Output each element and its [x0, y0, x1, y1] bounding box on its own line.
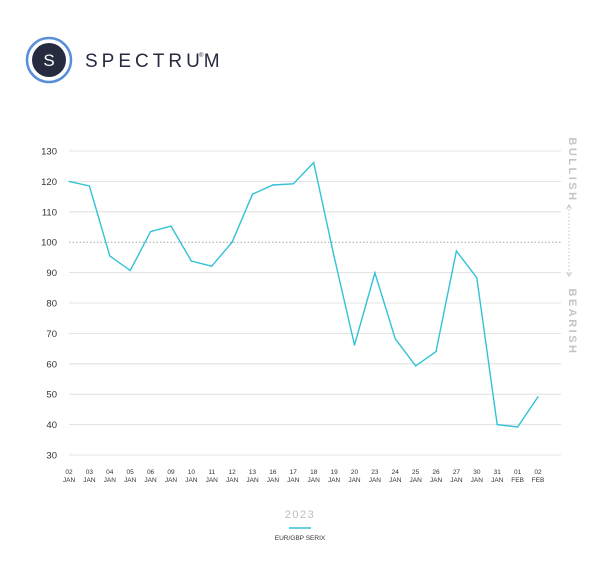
x-tick-day: 11: [208, 469, 215, 476]
data-point: [272, 184, 274, 186]
sentiment-arrow: [566, 204, 572, 277]
y-tick-label: 130: [41, 147, 57, 158]
x-tick-month: JAN: [328, 477, 341, 484]
legend-series-name: EUR/GBP SERIX: [275, 535, 326, 542]
data-point: [170, 225, 172, 227]
year-label: 2023: [285, 509, 315, 521]
x-tick-day: 25: [412, 469, 420, 476]
y-tick-label: 60: [46, 359, 57, 370]
bullish-label: BULLISH: [566, 137, 578, 202]
data-point: [455, 250, 458, 252]
data-point: [537, 396, 539, 398]
x-tick-month: JAN: [185, 477, 198, 484]
x-tick-day: 20: [351, 469, 359, 476]
data-point: [353, 344, 356, 346]
data-point: [496, 423, 498, 426]
spectrum-logo-icon: S: [25, 36, 73, 84]
x-tick-day: 30: [473, 469, 481, 476]
x-tick-month: JAN: [348, 477, 361, 484]
x-tick-month: JAN: [246, 477, 259, 484]
brand-name: SPECTRUM: [85, 51, 224, 72]
series-line: [68, 161, 539, 428]
x-tick-day: 13: [249, 469, 257, 476]
y-tick-label: 100: [41, 238, 57, 249]
grid-lines: [69, 150, 561, 456]
data-point: [88, 185, 91, 187]
spectrum-logo: S SPECTRUM ®: [25, 36, 224, 84]
data-point: [374, 272, 376, 274]
x-tick-day: 02: [65, 469, 73, 476]
x-tick-month: JAN: [369, 477, 382, 484]
data-point: [190, 260, 192, 262]
x-tick-month: JAN: [410, 477, 423, 484]
x-tick-month: JAN: [124, 477, 137, 484]
y-axis-ticks: 130 120 110 100 90 80 70 60 50 40 30: [41, 147, 57, 462]
x-tick-month: JAN: [308, 477, 321, 484]
x-tick-month: FEB: [532, 477, 545, 484]
series-line-layer: [68, 161, 539, 428]
x-tick-month: JAN: [471, 477, 484, 484]
data-point: [333, 255, 335, 258]
data-point: [313, 161, 315, 164]
data-point: [109, 255, 111, 257]
y-tick-label: 70: [46, 329, 57, 340]
x-axis-ticks: 02JAN03JAN04JAN05JAN06JAN09JAN10JAN11JAN…: [63, 469, 544, 484]
y-tick-label: 40: [46, 420, 57, 431]
x-tick-day: 09: [167, 469, 175, 476]
data-point: [435, 350, 437, 353]
data-point: [68, 180, 70, 183]
x-tick-day: 10: [188, 469, 196, 476]
data-point: [211, 265, 213, 267]
x-tick-month: JAN: [206, 477, 219, 484]
x-tick-day: 01: [514, 469, 522, 476]
x-tick-month: JAN: [226, 477, 239, 484]
data-point: [415, 365, 417, 367]
y-tick-label: 30: [46, 451, 57, 462]
data-point: [231, 241, 233, 243]
x-tick-day: 05: [127, 469, 135, 476]
x-tick-month: FEB: [511, 477, 524, 484]
data-point: [394, 338, 396, 340]
x-tick-day: 06: [147, 469, 155, 476]
x-tick-month: JAN: [63, 477, 76, 484]
data-point: [129, 269, 131, 272]
y-tick-label: 80: [46, 299, 57, 310]
y-tick-label: 90: [46, 268, 57, 279]
x-tick-month: JAN: [491, 477, 504, 484]
x-tick-day: 16: [269, 469, 277, 476]
x-tick-day: 26: [432, 469, 440, 476]
x-tick-month: JAN: [83, 477, 96, 484]
data-point: [476, 277, 478, 279]
x-tick-month: JAN: [165, 477, 178, 484]
x-tick-month: JAN: [287, 477, 300, 484]
y-tick-label: 50: [46, 390, 57, 401]
x-tick-month: JAN: [430, 477, 443, 484]
y-tick-label: 120: [41, 177, 57, 188]
data-point: [516, 426, 519, 428]
brand-reg-mark: ®: [199, 52, 204, 59]
x-tick-day: 31: [494, 469, 502, 476]
x-tick-day: 24: [392, 469, 400, 476]
x-tick-month: JAN: [267, 477, 280, 484]
bearish-label: BEARISH: [566, 288, 578, 355]
data-point: [149, 230, 152, 233]
x-tick-month: JAN: [450, 477, 463, 484]
x-tick-day: 04: [106, 469, 114, 476]
x-tick-month: JAN: [144, 477, 157, 484]
data-point: [251, 193, 254, 195]
x-tick-day: 19: [330, 469, 338, 476]
x-tick-day: 03: [86, 469, 94, 476]
x-tick-day: 18: [310, 469, 318, 476]
y-tick-label: 110: [42, 207, 57, 218]
x-tick-day: 12: [229, 469, 237, 476]
x-tick-day: 17: [290, 469, 298, 476]
logo-letter: S: [43, 51, 54, 70]
x-tick-day: 27: [453, 469, 461, 476]
x-tick-day: 02: [534, 469, 542, 476]
x-tick-month: JAN: [389, 477, 402, 484]
x-tick-month: JAN: [104, 477, 117, 484]
data-point: [292, 183, 294, 185]
x-tick-day: 23: [371, 469, 379, 476]
